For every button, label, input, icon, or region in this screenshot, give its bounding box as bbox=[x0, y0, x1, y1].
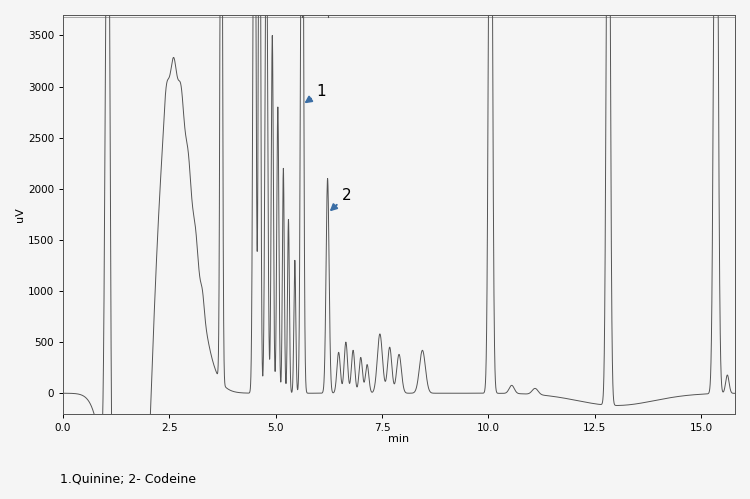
Text: 1.Quinine; 2- Codeine: 1.Quinine; 2- Codeine bbox=[60, 473, 196, 486]
Y-axis label: uV: uV bbox=[15, 207, 25, 222]
Text: 2: 2 bbox=[332, 189, 351, 210]
X-axis label: min: min bbox=[388, 434, 410, 444]
Text: 1: 1 bbox=[306, 84, 326, 102]
